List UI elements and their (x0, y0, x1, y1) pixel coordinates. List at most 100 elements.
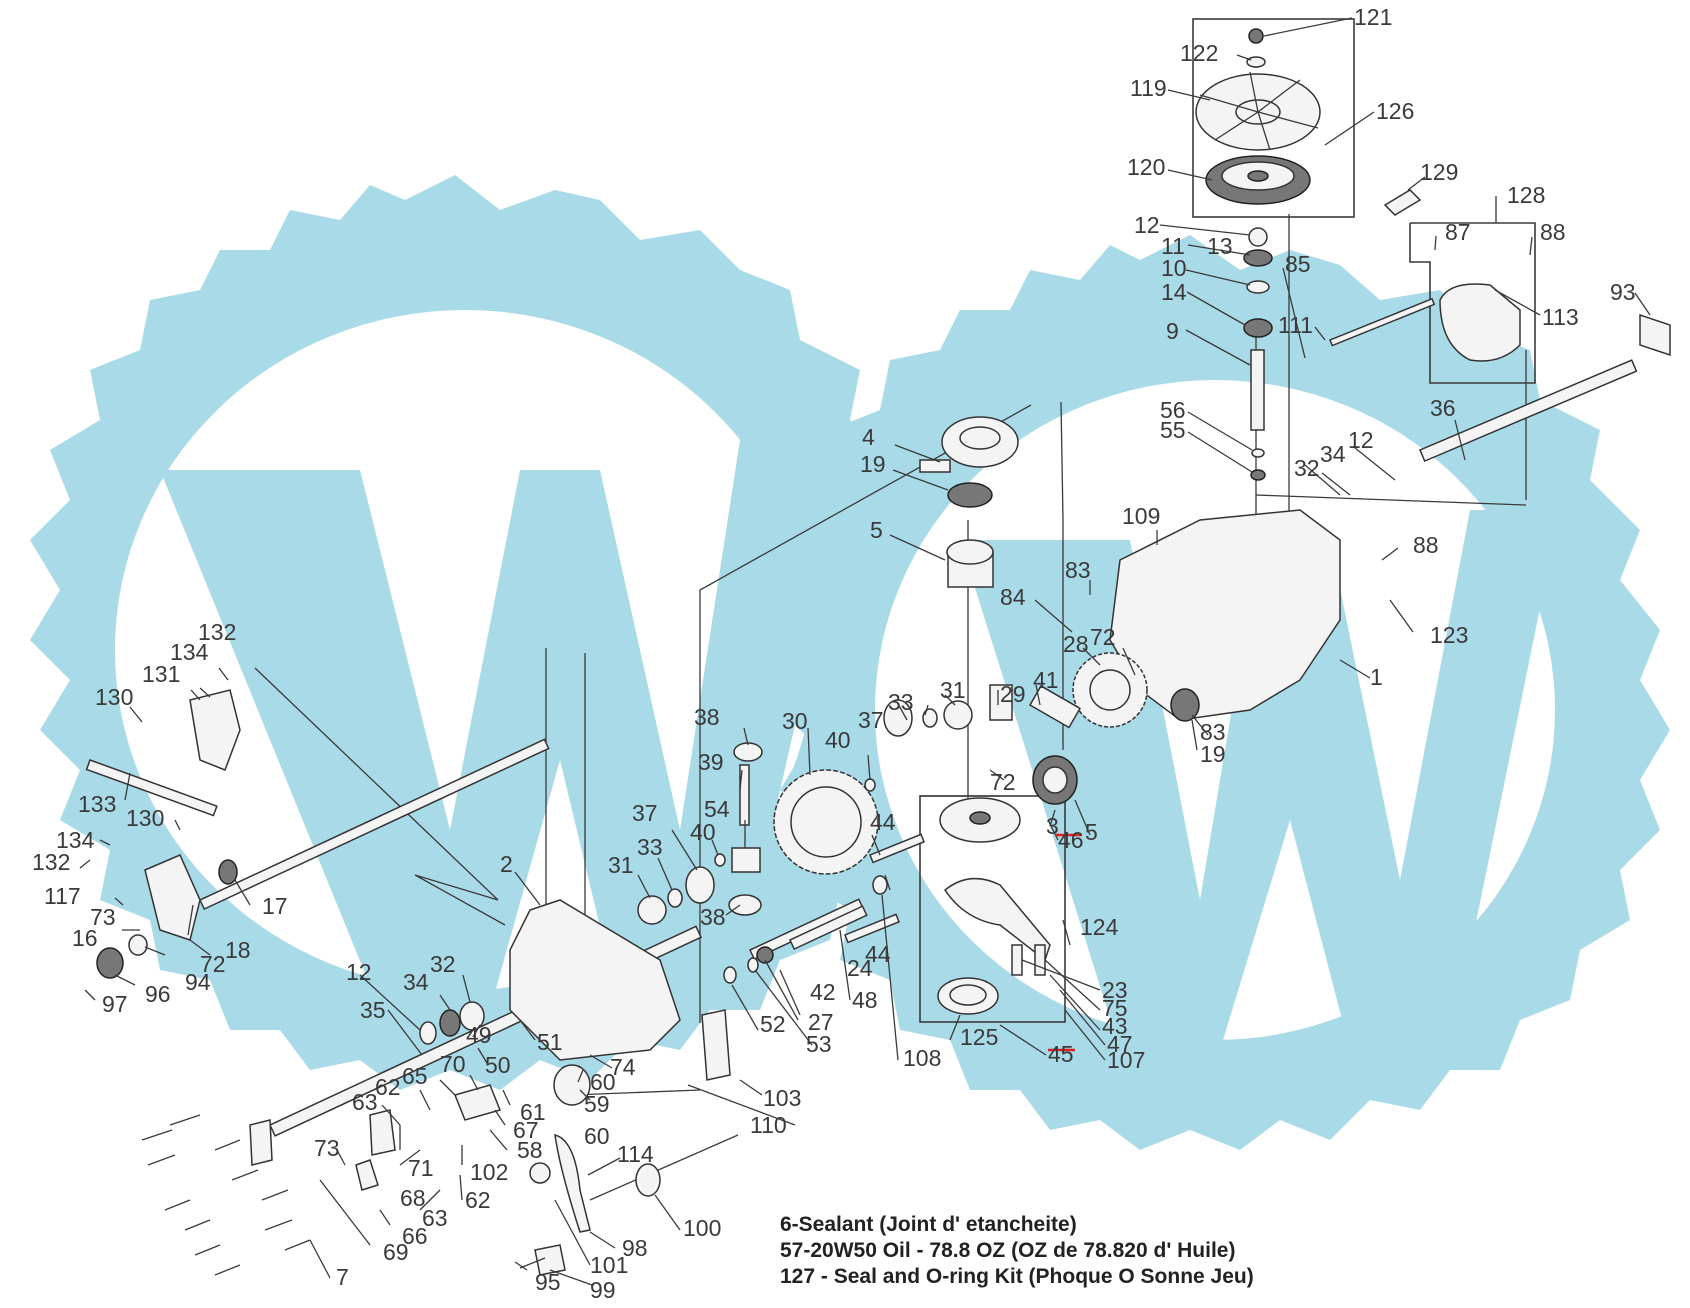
callout-14: 14 (1161, 279, 1187, 305)
bolt-44b-part (844, 913, 900, 944)
disc-100-part (635, 1163, 661, 1197)
callout-23: 23 (1102, 977, 1128, 1003)
snap-ring-12-part (1248, 227, 1268, 247)
bracket-7-part (249, 1119, 273, 1166)
callout-19-top: 19 (860, 451, 886, 477)
bracket-68-part (369, 1109, 396, 1156)
washer-53-part (747, 957, 759, 973)
callout-33-mid: 33 (888, 689, 914, 715)
callout-34-left: 34 (403, 969, 429, 995)
callout-122: 122 (1180, 40, 1218, 66)
callout-17: 17 (262, 893, 288, 919)
callout-56: 56 (1160, 397, 1186, 423)
callout-83-mid: 83 (1200, 719, 1226, 745)
callout-83-top: 83 (1065, 557, 1091, 583)
gear-38a-part (733, 742, 763, 762)
watermark-logo (30, 175, 1670, 1150)
callout-31-left: 31 (608, 852, 634, 878)
gear-31a-part (943, 700, 973, 730)
fan-pulley-kit-box (1192, 18, 1355, 218)
callout-72-left: 72 (200, 951, 226, 977)
callout-129: 129 (1420, 159, 1458, 185)
callout-42: 42 (810, 979, 836, 1005)
callout-69: 69 (383, 1239, 409, 1265)
bearing-27-part (756, 946, 774, 964)
callout-9: 9 (1166, 318, 1179, 344)
callout-37-mid: 37 (858, 707, 884, 733)
callout-62-bottom: 62 (465, 1187, 491, 1213)
callout-12-top: 12 (1134, 212, 1160, 238)
bolt-set-part (141, 1114, 546, 1276)
callout-18: 18 (225, 937, 251, 963)
callout-99: 99 (590, 1277, 616, 1303)
bearing-19b-part (1170, 688, 1200, 722)
snap-ring-12c-part (419, 1021, 437, 1045)
callout-50: 50 (485, 1052, 511, 1078)
callout-73-left: 73 (90, 904, 116, 930)
bracket-131-part (189, 689, 241, 771)
gear-37a-part (883, 699, 913, 737)
shaft-48-part (789, 905, 868, 951)
callout-12-left: 12 (346, 959, 372, 985)
rod-85-part (1329, 297, 1436, 347)
callout-71: 71 (408, 1155, 434, 1181)
callout-87: 87 (1445, 219, 1471, 245)
callout-49: 49 (466, 1022, 492, 1048)
callout-125: 125 (960, 1024, 998, 1050)
callout-100: 100 (683, 1215, 721, 1241)
gear-37b-part (685, 866, 715, 904)
watermark-letter-w-left (160, 440, 860, 1010)
callout-67: 67 (513, 1117, 539, 1143)
nut-121-part (1248, 28, 1264, 44)
callout-66: 66 (402, 1223, 428, 1249)
note-oil: 57-20W50 Oil - 78.8 OZ (OZ de 78.820 d' … (780, 1239, 1236, 1262)
axle-36-part (1419, 359, 1638, 463)
callout-52: 52 (760, 1011, 786, 1037)
callout-63-top: 63 (352, 1089, 378, 1115)
callout-88-top: 88 (1540, 219, 1566, 245)
callout-97: 97 (102, 991, 128, 1017)
callout-132-top: 132 (198, 619, 236, 645)
callout-29: 29 (1000, 681, 1026, 707)
callout-72-mid: 72 (1090, 624, 1116, 650)
washer-33b-part (667, 888, 683, 908)
differential-5a-part (946, 539, 994, 588)
bearing-13-part (1243, 249, 1273, 267)
bolt-44a-part (869, 833, 925, 864)
callout-3: 3 (1046, 813, 1059, 839)
washer-52-part (723, 966, 737, 984)
callout-96: 96 (145, 981, 171, 1007)
bracket-129-part (1383, 189, 1422, 216)
callout-60-top: 60 (590, 1069, 616, 1095)
callout-55: 55 (1160, 417, 1186, 443)
callout-134-top: 134 (170, 639, 209, 665)
callout-2: 2 (500, 851, 513, 877)
callout-32-left: 32 (430, 951, 456, 977)
callout-30: 30 (782, 708, 808, 734)
callout-107: 107 (1107, 1047, 1145, 1073)
callout-117: 117 (44, 883, 81, 909)
callout-38-left: 38 (700, 904, 726, 930)
callout-44-top: 44 (870, 809, 896, 835)
callout-27: 27 (808, 1009, 834, 1035)
callout-126: 126 (1376, 98, 1414, 124)
callout-113: 113 (1542, 304, 1579, 330)
washer-56-part (1251, 448, 1265, 458)
callout-123: 123 (1430, 622, 1468, 648)
washer-55-part (1250, 469, 1266, 481)
washer-33a-part (922, 708, 938, 728)
fan-119-part (1195, 71, 1321, 151)
callout-134-left: 134 (56, 827, 95, 853)
callout-63-bottom: 63 (422, 1205, 448, 1231)
brake-disc-125-part (937, 977, 999, 1015)
callout-5-mid: 5 (1085, 819, 1098, 845)
callout-41: 41 (1033, 667, 1059, 693)
callout-labels: 121 122 119 126 120 129 128 87 88 12 11 … (32, 4, 1636, 1303)
callout-4: 4 (862, 424, 875, 450)
callout-60-bottom: 60 (584, 1123, 610, 1149)
callout-31-mid: 31 (940, 677, 966, 703)
callout-36: 36 (1430, 395, 1456, 421)
callout-74: 74 (610, 1054, 636, 1080)
callout-44-mid: 44 (865, 941, 891, 967)
